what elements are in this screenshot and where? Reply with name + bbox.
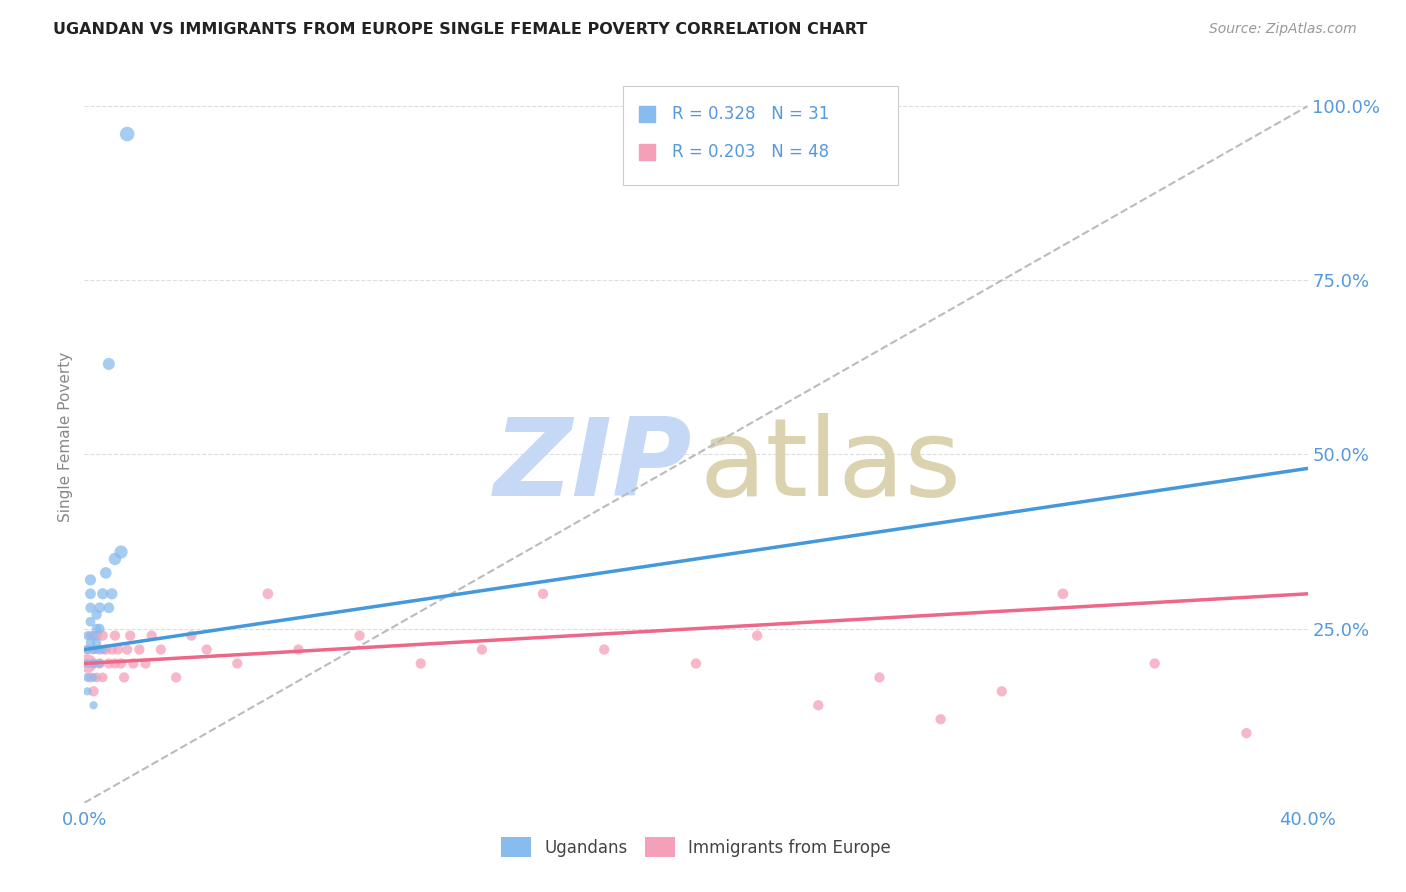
Text: R = 0.328   N = 31: R = 0.328 N = 31 — [672, 104, 830, 123]
Point — [180, 629, 202, 643]
Point — [97, 600, 120, 615]
Point — [149, 642, 172, 657]
Point — [86, 607, 108, 622]
Point — [112, 670, 135, 684]
Point — [89, 600, 111, 615]
Point — [79, 670, 101, 684]
Point — [86, 622, 108, 636]
Point — [107, 642, 129, 657]
Point — [94, 642, 117, 657]
Point — [89, 657, 111, 671]
Point — [83, 629, 105, 643]
Text: atlas: atlas — [700, 413, 962, 519]
Point — [76, 642, 98, 657]
Point — [76, 670, 98, 684]
Point — [97, 357, 120, 371]
Point — [110, 545, 132, 559]
Point — [79, 635, 101, 649]
Point — [91, 629, 114, 643]
Legend: Ugandans, Immigrants from Europe: Ugandans, Immigrants from Europe — [495, 830, 897, 864]
Point — [83, 698, 105, 713]
Point — [83, 670, 105, 684]
Point — [120, 629, 142, 643]
Point — [135, 657, 157, 671]
Point — [101, 587, 124, 601]
Point — [86, 642, 108, 657]
Point — [1143, 657, 1166, 671]
Point — [86, 629, 108, 643]
Point — [76, 642, 98, 657]
Point — [104, 552, 127, 566]
Point — [89, 622, 111, 636]
FancyBboxPatch shape — [623, 86, 898, 185]
Point — [409, 657, 432, 671]
Point — [86, 670, 108, 684]
Point — [97, 657, 120, 671]
Point — [91, 642, 114, 657]
Point — [122, 657, 145, 671]
Text: Source: ZipAtlas.com: Source: ZipAtlas.com — [1209, 22, 1357, 37]
Point — [104, 629, 127, 643]
Text: ZIP: ZIP — [494, 413, 692, 519]
Point — [991, 684, 1014, 698]
Point — [83, 684, 105, 698]
Point — [83, 657, 105, 671]
Point — [807, 698, 830, 713]
Point — [91, 670, 114, 684]
Text: UGANDAN VS IMMIGRANTS FROM EUROPE SINGLE FEMALE POVERTY CORRELATION CHART: UGANDAN VS IMMIGRANTS FROM EUROPE SINGLE… — [53, 22, 868, 37]
Point — [593, 642, 616, 657]
Point — [128, 642, 150, 657]
Point — [1236, 726, 1258, 740]
Point — [287, 642, 309, 657]
Y-axis label: Single Female Poverty: Single Female Poverty — [58, 352, 73, 522]
Point — [83, 642, 105, 657]
Point — [929, 712, 952, 726]
Point — [1052, 587, 1074, 601]
Point — [115, 127, 138, 141]
Point — [86, 635, 108, 649]
Point — [104, 657, 127, 671]
Point — [471, 642, 494, 657]
Point — [195, 642, 218, 657]
Point — [79, 629, 101, 643]
Point — [76, 657, 98, 671]
Point — [79, 587, 101, 601]
Point — [76, 684, 98, 698]
Text: R = 0.203   N = 48: R = 0.203 N = 48 — [672, 143, 828, 161]
Point — [747, 629, 769, 643]
Point — [76, 657, 98, 671]
Point — [79, 573, 101, 587]
Point — [257, 587, 280, 601]
Point — [685, 657, 707, 671]
Point — [89, 642, 111, 657]
Point — [115, 642, 138, 657]
Point — [165, 670, 187, 684]
Point — [94, 566, 117, 580]
Point — [89, 657, 111, 671]
Point — [226, 657, 249, 671]
Point — [101, 642, 124, 657]
Point — [79, 615, 101, 629]
Point — [83, 657, 105, 671]
Point — [76, 629, 98, 643]
Point — [91, 587, 114, 601]
Point — [110, 657, 132, 671]
Point — [869, 670, 891, 684]
Point — [349, 629, 371, 643]
Point — [83, 642, 105, 657]
Point — [141, 629, 163, 643]
Point — [531, 587, 554, 601]
Point — [79, 600, 101, 615]
